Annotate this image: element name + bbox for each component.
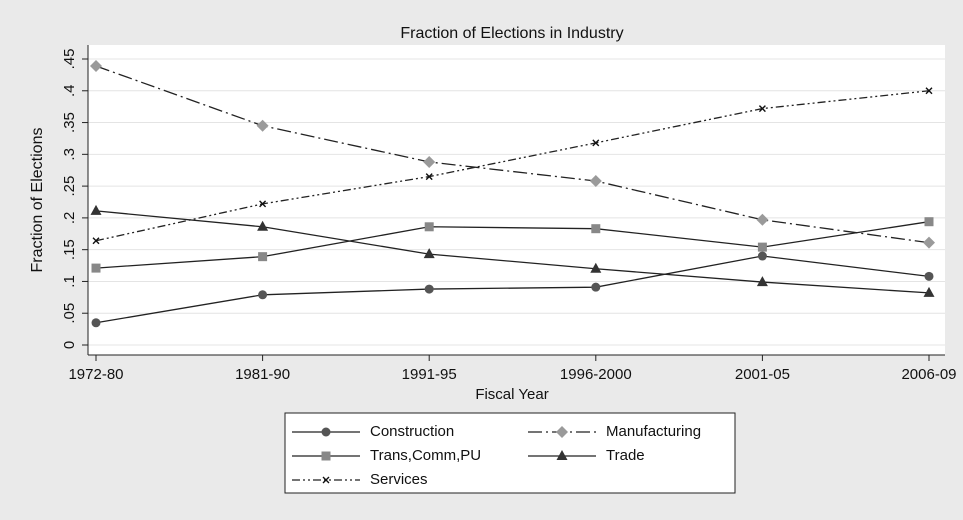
legend-label: Trade [606,447,645,464]
data-point [758,105,766,113]
y-axis-title: Fraction of Elections [29,128,46,273]
legend-label: Trans,Comm,PU [370,447,481,464]
x-tick-label: 1996-2000 [560,366,632,383]
data-point [757,242,767,252]
x-axis-title: Fiscal Year [475,386,548,403]
x-tick-label: 1972-80 [68,366,123,383]
y-tick-label: .35 [61,112,78,133]
x-tick-label: 2006-09 [901,366,956,383]
data-point [923,286,935,297]
data-point [924,271,934,281]
series-line [95,221,930,269]
y-tick-label: .1 [61,275,78,288]
data-point [592,139,600,147]
data-point [256,119,269,132]
legend-marker [556,426,568,438]
series-line [95,65,930,244]
data-point [589,175,602,188]
y-tick-label: .2 [61,212,78,225]
data-point [423,248,435,259]
data-point [90,59,102,72]
y-tick-label: .4 [61,85,78,98]
data-point [591,282,601,292]
data-point [90,204,102,215]
legend-marker [321,427,331,437]
series-line [95,255,930,324]
legend-label: Construction [370,423,454,440]
data-point [91,318,101,328]
data-point [923,236,935,249]
legend-marker [556,450,568,460]
x-tick-label: 2001-05 [735,366,790,383]
y-tick-label: .25 [61,176,78,197]
data-point [590,262,602,273]
data-point [259,200,267,208]
y-tick-label: .45 [61,49,78,70]
plot-area [88,45,945,355]
series-line [95,210,930,294]
legend-label: Services [370,471,428,488]
data-point [257,220,269,231]
y-tick-label: .3 [61,148,78,161]
data-point [423,155,436,168]
legend-marker [321,451,331,461]
chart-title: Fraction of Elections in Industry [400,25,623,42]
data-point [424,222,434,232]
data-point [91,263,101,273]
y-tick-label: .15 [61,239,78,260]
data-point [757,251,767,261]
x-tick-label: 1991-95 [402,366,457,383]
y-tick-label: .05 [61,303,78,324]
legend-marker [322,476,330,484]
data-point [925,87,933,95]
data-point [425,173,433,181]
data-point [756,213,769,226]
series-line [95,90,930,242]
x-tick-label: 1981-90 [235,366,290,383]
data-point [258,252,268,262]
data-point [424,284,434,294]
data-point [756,276,768,287]
data-point [591,224,601,234]
legend-label: Manufacturing [606,423,701,440]
data-point [258,290,268,300]
data-point [92,237,100,245]
data-point [924,217,934,227]
y-tick-label: 0 [61,341,78,349]
